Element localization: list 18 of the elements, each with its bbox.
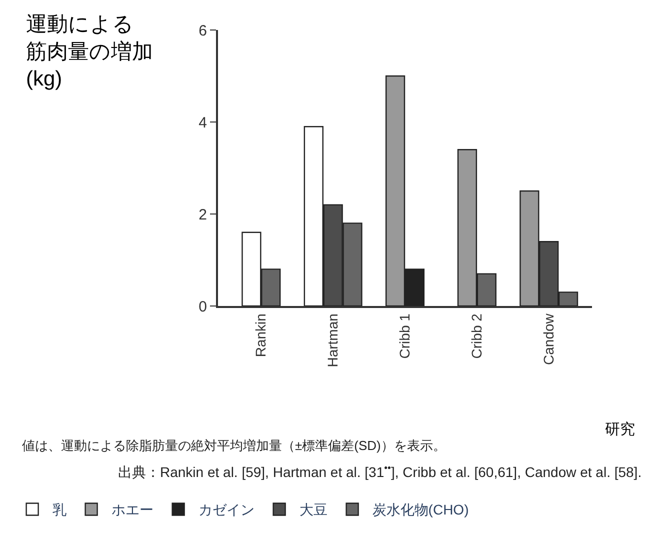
x-axis-title: 研究: [605, 421, 635, 438]
y-tick-label: 2: [198, 206, 207, 224]
y-tick-label: 4: [198, 114, 207, 132]
legend-label: 大豆: [299, 502, 328, 518]
x-tick-label: Candow: [540, 312, 556, 365]
y-tick-label: 0: [198, 298, 207, 316]
text: 値は、運動による除脂肪量の絶対平均増加量（±標準偏差(SD)）を表示。: [22, 438, 446, 453]
legend-label: 炭水化物(CHO): [372, 502, 469, 518]
y-tick-label: 6: [198, 22, 207, 40]
x-tick-label: Rankin: [252, 314, 269, 358]
legend-label: カゼイン: [198, 502, 254, 518]
legend-label: 乳: [52, 502, 66, 518]
x-tick-label: Hartman: [324, 314, 341, 368]
x-tick-label: Cribb 1: [396, 313, 413, 359]
y-axis-title: 運動による筋肉量の増加(kg): [26, 13, 153, 91]
x-tick-label: Cribb 2: [468, 313, 484, 359]
legend-label: ホエー: [111, 502, 154, 518]
source-note: 出典：Rankin et al. [59], Hartman et al. [31$^{••}$], Cribb et al. [60,61], Candow et al. [58].: [118, 463, 642, 480]
